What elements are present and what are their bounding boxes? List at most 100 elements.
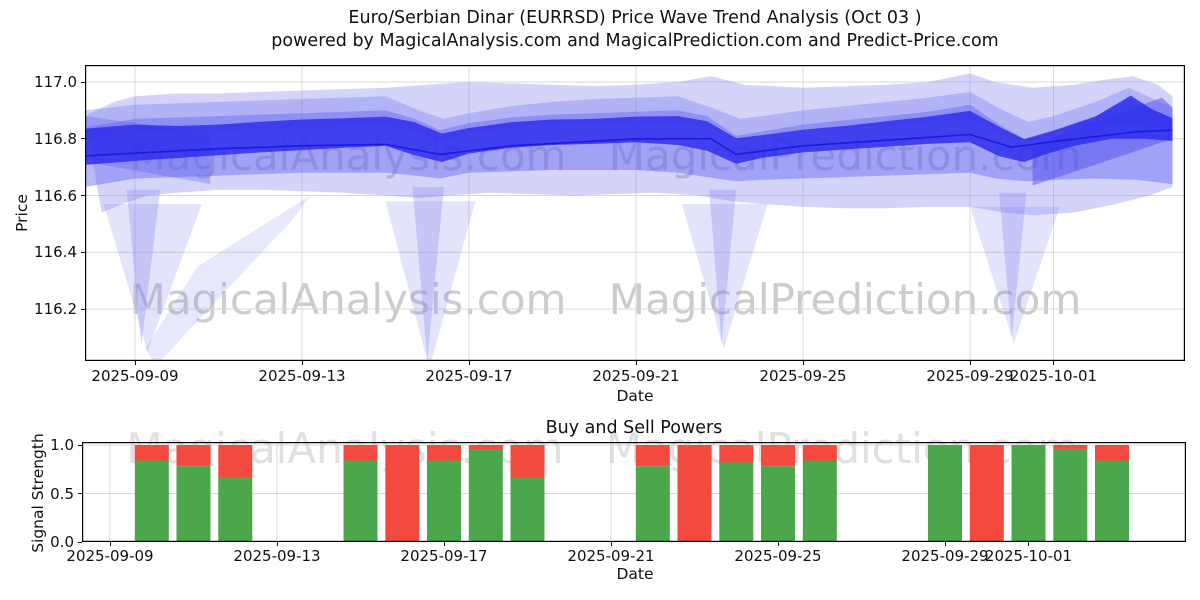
y-tickmark [78,541,82,543]
price-wave-band-dip2-wide [385,201,476,361]
y-tick-label: 0.5 [50,484,74,503]
x-tick-label: 2025-09-09 [91,367,179,385]
buy-bar [1053,448,1088,542]
x-tickmark [1028,542,1029,546]
x-tick-label: 2025-09-09 [66,547,154,565]
price-wave-band-dip2-narrow [412,187,444,361]
y-tickmark [78,493,82,494]
price-median-line [85,129,1173,157]
price-wave-band-dip1-wide [103,204,202,352]
buy-bar [218,477,253,542]
y-tick-label: 0.0 [50,533,74,551]
sell-bar [218,445,253,477]
price-plot-border [85,65,1185,361]
sell-bar [719,445,754,463]
x-tickmark [134,361,136,365]
y-tickmark [81,251,85,253]
price-x-axis-label: Date [616,387,654,405]
buy-bar [176,466,211,542]
price-wave-band-dip3-wide [681,204,768,349]
x-tick-label: 2025-09-21 [592,367,680,385]
y-tick-label: 116.2 [34,300,77,318]
x-tick-label: 2025-09-29 [901,547,989,565]
sell-bar [134,445,169,461]
x-tick-label: 2025-09-13 [233,547,321,565]
price-wave-chart [85,65,1185,361]
price-wave-band-dip4-wide [970,206,1060,344]
price-wave-band-dip4-narrow [999,192,1027,338]
x-tickmark [301,361,303,365]
buy-bar [468,449,503,542]
x-tickmark [610,542,612,546]
power-x-axis-label: Date [616,565,654,583]
sell-bar [468,445,503,450]
y-tickmark [81,138,85,140]
y-tickmark [78,444,82,446]
y-tickmark [81,308,85,310]
price-wave-band-dip1-narrow [126,189,161,346]
y-tick-label: 116.8 [34,129,77,148]
y-tickmark [81,81,85,83]
y-tickmark [81,195,85,196]
x-tickmark [635,361,637,365]
price-wave-band-dip3-narrow [709,189,737,344]
price-wave-band-dip1-streak [145,195,311,361]
watermark-prediction-mid: MagicalPrediction.com [608,275,1082,324]
power-plot-border [82,442,1186,542]
x-tickmark [777,542,779,546]
buy-bar [1011,445,1046,542]
buy-bar [761,466,795,542]
sell-bar [677,445,712,542]
buy-bar [802,460,837,542]
sell-bar [510,445,545,477]
x-tickmark [468,361,470,365]
buy-sell-power-chart [82,442,1186,542]
x-tick-label: 2025-10-01 [1009,367,1098,385]
y-tick-label: 117.0 [34,73,77,91]
x-tick-label: 2025-09-17 [425,367,513,385]
y-tick-label: 116.6 [34,186,77,205]
buy-bar [510,477,545,542]
buy-bar [928,445,962,542]
x-tickmark [276,542,278,546]
sell-bar [761,445,795,467]
x-tick-label: 2025-09-25 [734,547,822,565]
sell-bar [427,445,461,461]
sell-bar [969,445,1004,542]
x-tick-label: 2025-09-13 [258,367,346,385]
buy-bar [134,460,169,542]
price-wave-band-outer-band [85,73,1173,216]
sell-bar [1095,445,1129,461]
x-tick-label: 2025-09-21 [567,547,655,565]
x-tickmark [969,361,971,365]
buy-bar [343,460,378,542]
chart-title-line2: powered by MagicalAnalysis.com and Magic… [271,31,999,51]
y-tick-label: 1.0 [50,436,74,454]
sell-bar [343,445,378,461]
x-tick-label: 2025-09-29 [926,367,1014,385]
x-tickmark [944,542,946,546]
watermark-analysis-mid: MagicalAnalysis.com [129,275,567,324]
buy-bar [427,460,461,542]
x-tick-label: 2025-09-25 [759,367,847,385]
chart-title-line1: Euro/Serbian Dinar (EURRSD) Price Wave T… [348,8,922,28]
x-tickmark [109,542,111,546]
x-tick-label: 2025-09-17 [400,547,488,565]
power-chart-title: Buy and Sell Powers [545,418,723,438]
y-tick-label: 116.4 [34,243,77,262]
chart-title-block: Euro/Serbian Dinar (EURRSD) Price Wave T… [85,7,1185,53]
price-wave-band-core-band [85,95,1173,165]
buy-bar [1095,460,1129,542]
sell-bar [385,445,420,542]
sell-bar [802,445,837,461]
x-tickmark [443,542,445,546]
buy-bar [719,462,754,542]
x-tickmark [802,361,804,365]
sell-bar [635,445,670,467]
price-wave-band-upper-band [85,87,1173,142]
sell-bar [1053,445,1088,449]
sell-bar [176,445,211,467]
x-tick-label: 2025-10-01 [984,547,1073,565]
buy-bar [635,466,670,542]
x-tickmark [1053,361,1054,365]
